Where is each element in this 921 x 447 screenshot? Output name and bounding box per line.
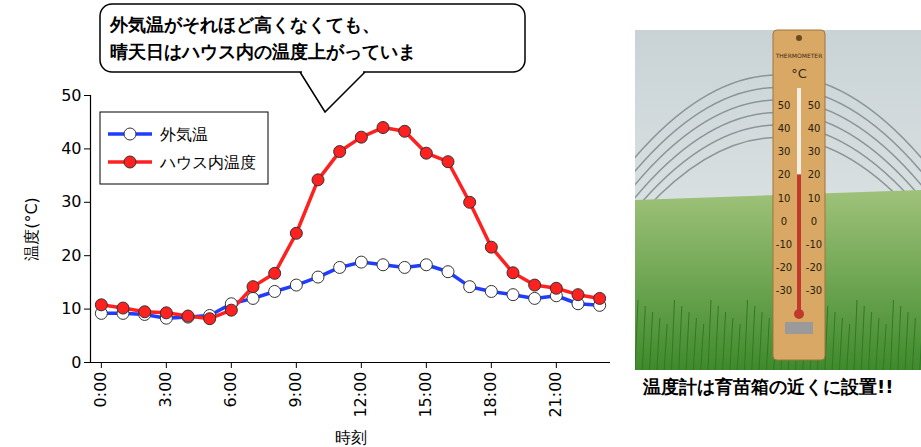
svg-text:30: 30 [808, 146, 821, 157]
svg-text:ハウス内温度: ハウス内温度 [159, 153, 256, 172]
svg-text:°C: °C [791, 66, 807, 81]
svg-text:15:00: 15:00 [416, 372, 435, 418]
svg-text:-20: -20 [806, 262, 822, 273]
svg-text:-10: -10 [776, 239, 792, 250]
svg-text:21:00: 21:00 [546, 372, 565, 418]
svg-text:温度(°C): 温度(°C) [22, 197, 41, 261]
svg-text:0: 0 [811, 216, 817, 227]
svg-text:外気温がそれほど高くなくても、: 外気温がそれほど高くなくても、 [109, 14, 380, 35]
svg-text:0: 0 [71, 353, 81, 372]
svg-text:晴天日はハウス内の温度上がっていま: 晴天日はハウス内の温度上がっていま [110, 41, 416, 62]
svg-text:50: 50 [61, 86, 81, 105]
svg-text:40: 40 [61, 139, 81, 158]
svg-text:9:00: 9:00 [286, 372, 305, 408]
svg-text:-20: -20 [776, 262, 792, 273]
svg-text:12:00: 12:00 [351, 372, 370, 418]
svg-text:40: 40 [808, 123, 821, 134]
svg-text:時刻: 時刻 [335, 428, 367, 447]
svg-text:18:00: 18:00 [481, 372, 500, 418]
svg-text:-30: -30 [806, 285, 822, 296]
svg-text:30: 30 [778, 146, 791, 157]
svg-text:30: 30 [61, 192, 81, 211]
html-text:温度計は育苗箱の近くに設置!!: 温度計は育苗箱の近くに設置!! [643, 376, 894, 397]
svg-text:6:00: 6:00 [221, 372, 240, 408]
svg-text:10: 10 [778, 193, 791, 204]
svg-text:3:00: 3:00 [156, 372, 175, 408]
svg-text:50: 50 [778, 100, 791, 111]
svg-text:20: 20 [778, 169, 791, 180]
svg-text:10: 10 [808, 193, 821, 204]
svg-text:40: 40 [778, 123, 791, 134]
svg-text:-30: -30 [776, 285, 792, 296]
svg-text:THERMOMETER: THERMOMETER [775, 52, 823, 59]
svg-text:10: 10 [61, 299, 81, 318]
svg-text:外気温: 外気温 [160, 125, 208, 144]
svg-text:20: 20 [61, 246, 81, 265]
svg-text:0: 0 [781, 216, 787, 227]
svg-text:20: 20 [808, 169, 821, 180]
svg-text:0:00: 0:00 [91, 372, 110, 408]
svg-text:50: 50 [808, 100, 821, 111]
svg-text:-10: -10 [806, 239, 822, 250]
